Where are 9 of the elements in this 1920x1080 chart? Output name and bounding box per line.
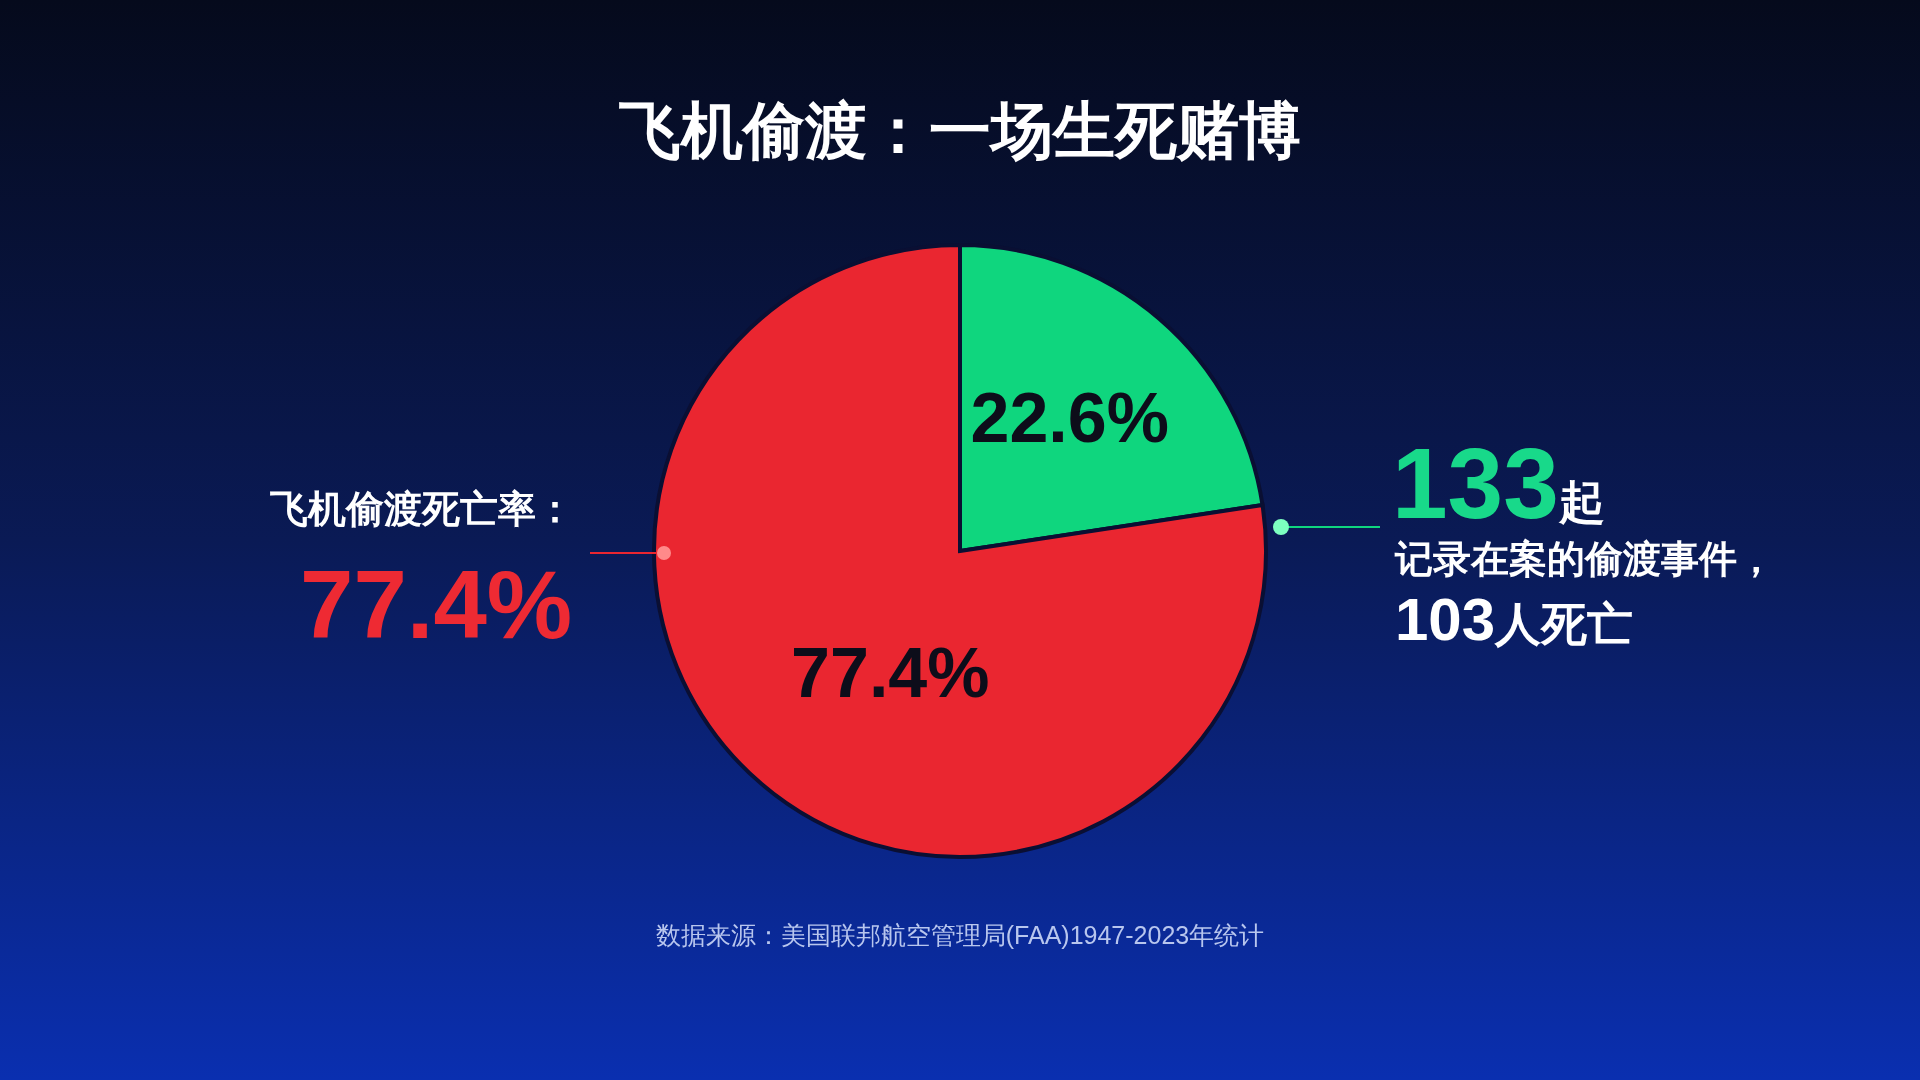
source-note: 数据来源：美国联邦航空管理局(FAA)1947-2023年统计 <box>655 921 1265 949</box>
text: 133起 <box>1392 427 1605 539</box>
data-label: 77.4% <box>791 634 990 713</box>
text: 飞机偷渡死亡率： <box>270 488 574 530</box>
text: 记录在案的偷渡事件， <box>1394 538 1775 580</box>
text: 77.4% <box>300 551 573 658</box>
data-label: 22.6% <box>970 378 1169 457</box>
text: 103人死亡 <box>1395 586 1634 653</box>
chart-title: 飞机偷渡：一场生死赌博 <box>619 96 1301 165</box>
